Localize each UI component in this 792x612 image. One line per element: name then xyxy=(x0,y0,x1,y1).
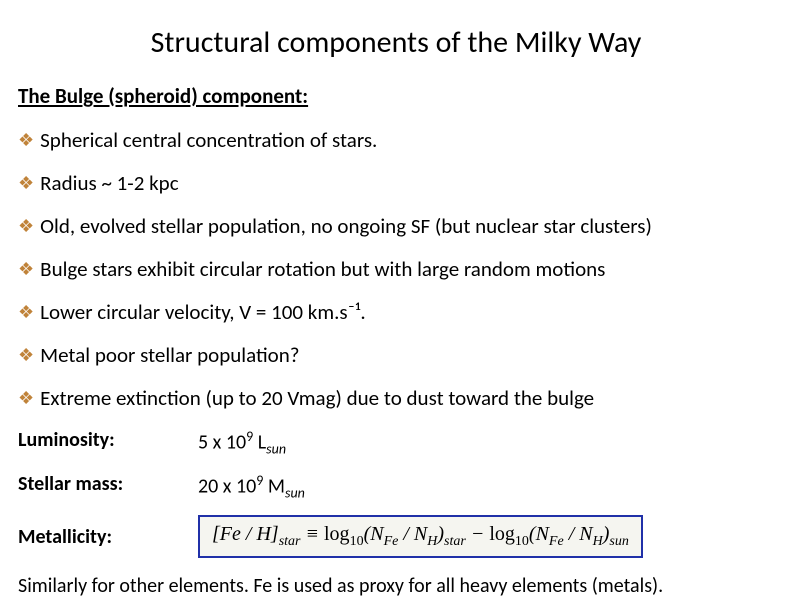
luminosity-label: Luminosity: xyxy=(18,428,198,458)
bullet-item: ❖ Lower circular velocity, V = 100 km.s⁻… xyxy=(18,299,774,325)
bullet-text: Extreme extinction (up to 20 Vmag) due t… xyxy=(40,385,594,411)
mass-row: Stellar mass: 20 x 109 Msun xyxy=(18,472,774,502)
bullet-text: Spherical central concentration of stars… xyxy=(40,127,377,153)
mass-value: 20 x 109 Msun xyxy=(198,472,305,502)
metallicity-formula: [Fe / H]star ≡ log10(NFe / NH)star − log… xyxy=(198,515,643,558)
bullet-text: Old, evolved stellar population, no ongo… xyxy=(40,213,652,239)
bullet-text: Lower circular velocity, V = 100 km.s⁻¹. xyxy=(40,299,365,325)
diamond-icon: ❖ xyxy=(18,170,34,196)
diamond-icon: ❖ xyxy=(18,127,34,153)
diamond-icon: ❖ xyxy=(18,342,34,368)
metallicity-row: Metallicity: [Fe / H]star ≡ log10(NFe / … xyxy=(18,515,774,558)
diamond-icon: ❖ xyxy=(18,385,34,411)
bullet-item: ❖ Old, evolved stellar population, no on… xyxy=(18,213,774,239)
bullet-item: ❖ Radius ~ 1-2 kpc xyxy=(18,170,774,196)
bullet-item: ❖ Spherical central concentration of sta… xyxy=(18,127,774,153)
bullet-text: Metal poor stellar population? xyxy=(40,342,299,368)
luminosity-row: Luminosity: 5 x 109 Lsun xyxy=(18,428,774,458)
diamond-icon: ❖ xyxy=(18,256,34,282)
diamond-icon: ❖ xyxy=(18,299,34,325)
diamond-icon: ❖ xyxy=(18,213,34,239)
bullet-item: ❖ Metal poor stellar population? xyxy=(18,342,774,368)
luminosity-value: 5 x 109 Lsun xyxy=(198,428,286,458)
section-subtitle: The Bulge (spheroid) component: xyxy=(18,83,774,109)
bullet-text: Radius ~ 1-2 kpc xyxy=(40,170,178,196)
bullet-item: ❖ Bulge stars exhibit circular rotation … xyxy=(18,256,774,282)
metallicity-label: Metallicity: xyxy=(18,525,198,549)
footer-note: Similarly for other elements. Fe is used… xyxy=(18,574,774,598)
mass-label: Stellar mass: xyxy=(18,472,198,502)
slide-title: Structural components of the Milky Way xyxy=(18,24,774,61)
bullet-item: ❖ Extreme extinction (up to 20 Vmag) due… xyxy=(18,385,774,411)
bullet-text: Bulge stars exhibit circular rotation bu… xyxy=(40,256,605,282)
